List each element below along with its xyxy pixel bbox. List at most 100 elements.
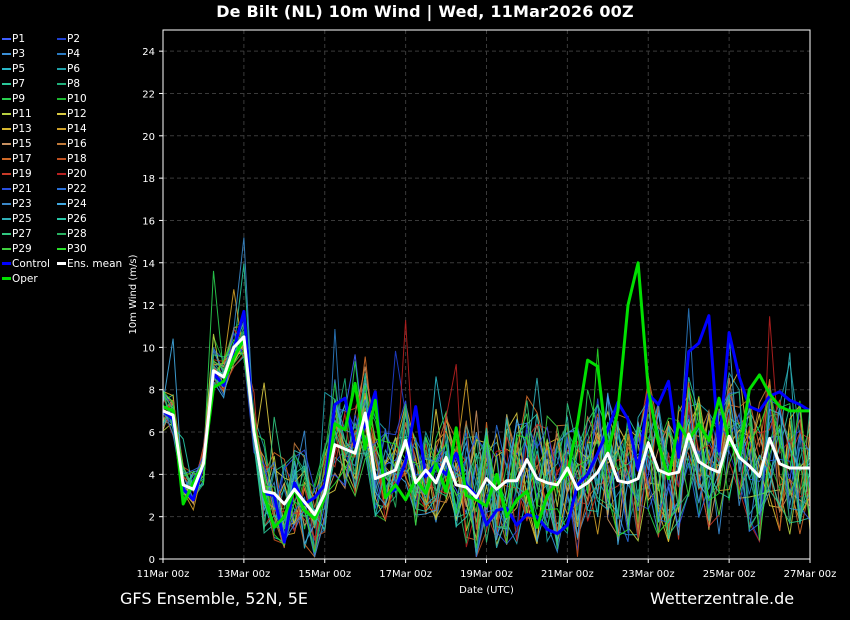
ensemble-members	[162, 237, 811, 559]
legend-label: P1	[12, 33, 26, 45]
ensemble-member-p18	[162, 337, 811, 558]
x-tick-label: 23Mar 00z	[622, 569, 675, 580]
legend-swatch	[57, 218, 66, 220]
legend-label: P5	[12, 63, 26, 75]
y-tick-label: 8	[149, 386, 155, 397]
legend-swatch	[2, 143, 11, 145]
x-tick-label: 25Mar 00z	[703, 569, 756, 580]
y-tick-label: 6	[149, 428, 155, 439]
legend-label: P29	[12, 243, 32, 255]
y-tick-label: 2	[149, 513, 155, 524]
legend-label: P22	[67, 183, 87, 195]
legend-swatch	[57, 248, 66, 250]
y-tick-label: 4	[149, 470, 155, 481]
y-tick-label: 0	[149, 555, 155, 566]
x-axis-ticks: 11Mar 00z 13Mar 00z 15Mar 00z 17Mar 00z 19Ma…	[137, 559, 837, 580]
legend-label: P13	[12, 123, 32, 135]
legend-label: Ens. mean	[67, 258, 123, 270]
legend-label: P4	[67, 48, 81, 60]
legend-swatch	[2, 38, 11, 40]
series-control	[162, 309, 811, 544]
legend-label: P23	[12, 198, 32, 210]
x-tick-label: 27Mar 00z	[784, 569, 837, 580]
x-tick-label: 15Mar 00z	[298, 569, 351, 580]
legend-swatch	[2, 68, 11, 70]
site-credit: Wetterzentrale.de	[650, 589, 795, 608]
x-axis-label: Date (UTC)	[459, 585, 514, 596]
y-tick-label: 24	[142, 47, 155, 58]
legend-swatch	[57, 158, 66, 160]
legend-label: P16	[67, 138, 87, 150]
legend-swatch	[57, 38, 66, 40]
legend-swatch	[2, 262, 11, 265]
ensemble-member-p23	[162, 237, 811, 558]
legend-label: P21	[12, 183, 32, 195]
series-oper	[162, 261, 810, 529]
legend-label: P20	[67, 168, 87, 180]
legend-swatch	[57, 128, 66, 130]
legend-label: P24	[67, 198, 87, 210]
legend-label: P19	[12, 168, 32, 180]
legend-swatch	[57, 203, 66, 205]
legend-swatch	[57, 233, 66, 235]
y-tick-label: 12	[142, 301, 155, 312]
x-tick-label: 21Mar 00z	[541, 569, 594, 580]
legend-swatch	[2, 248, 11, 250]
legend-swatch	[2, 173, 11, 175]
legend-swatch	[2, 98, 11, 100]
legend-label: P7	[12, 78, 26, 90]
chart-title: De Bilt (NL) 10m Wind | Wed, 11Mar2026 0…	[216, 2, 634, 21]
legend-swatch	[2, 203, 11, 205]
legend-swatch	[57, 173, 66, 175]
y-tick-label: 18	[142, 174, 155, 185]
legend-label: P15	[12, 138, 32, 150]
legend-swatch	[2, 113, 11, 115]
ensemble-member-p14	[162, 289, 811, 541]
legend-label: Oper	[12, 273, 38, 285]
series-ens-mean	[162, 335, 810, 517]
legend-label: P30	[67, 243, 87, 255]
y-tick-label: 22	[142, 89, 155, 100]
x-tick-label: 13Mar 00z	[218, 569, 271, 580]
legend-label: P27	[12, 228, 32, 240]
legend-label: P25	[12, 213, 32, 225]
ensemble-member-p29	[162, 348, 811, 549]
legend-label: P9	[12, 93, 26, 105]
legend-label: P6	[67, 63, 81, 75]
legend-label: P18	[67, 153, 87, 165]
legend-swatch	[2, 158, 11, 160]
legend-swatch	[57, 143, 66, 145]
y-axis-label: 10m Wind (m/s)	[128, 254, 139, 334]
legend-label: P28	[67, 228, 87, 240]
y-tick-label: 10	[142, 343, 155, 354]
legend-label: P11	[12, 108, 32, 120]
y-tick-label: 14	[142, 259, 155, 270]
legend-swatch	[57, 83, 66, 85]
legend-label: P2	[67, 33, 81, 45]
legend-label: P17	[12, 153, 32, 165]
legend-swatch	[57, 188, 66, 190]
legend-swatch	[57, 53, 66, 55]
x-tick-label: 11Mar 00z	[137, 569, 190, 580]
legend-swatch	[2, 188, 11, 190]
model-info: GFS Ensemble, 52N, 5E	[120, 589, 308, 608]
ensemble-member-p27	[162, 330, 811, 550]
legend-swatch	[57, 113, 66, 115]
legend-swatch	[57, 98, 66, 100]
legend-swatch	[57, 68, 66, 70]
legend-swatch	[2, 128, 11, 130]
x-tick-label: 19Mar 00z	[460, 569, 513, 580]
legend-label: P26	[67, 213, 87, 225]
legend-swatch	[2, 53, 11, 55]
legend-label: P8	[67, 78, 81, 90]
legend-label: P10	[67, 93, 87, 105]
highlight-series	[162, 261, 811, 544]
legend-label: P14	[67, 123, 87, 135]
legend-label: P3	[12, 48, 26, 60]
legend-swatch	[2, 83, 11, 85]
legend-label: Control	[12, 258, 50, 270]
y-tick-label: 20	[142, 132, 155, 143]
x-tick-label: 17Mar 00z	[379, 569, 432, 580]
